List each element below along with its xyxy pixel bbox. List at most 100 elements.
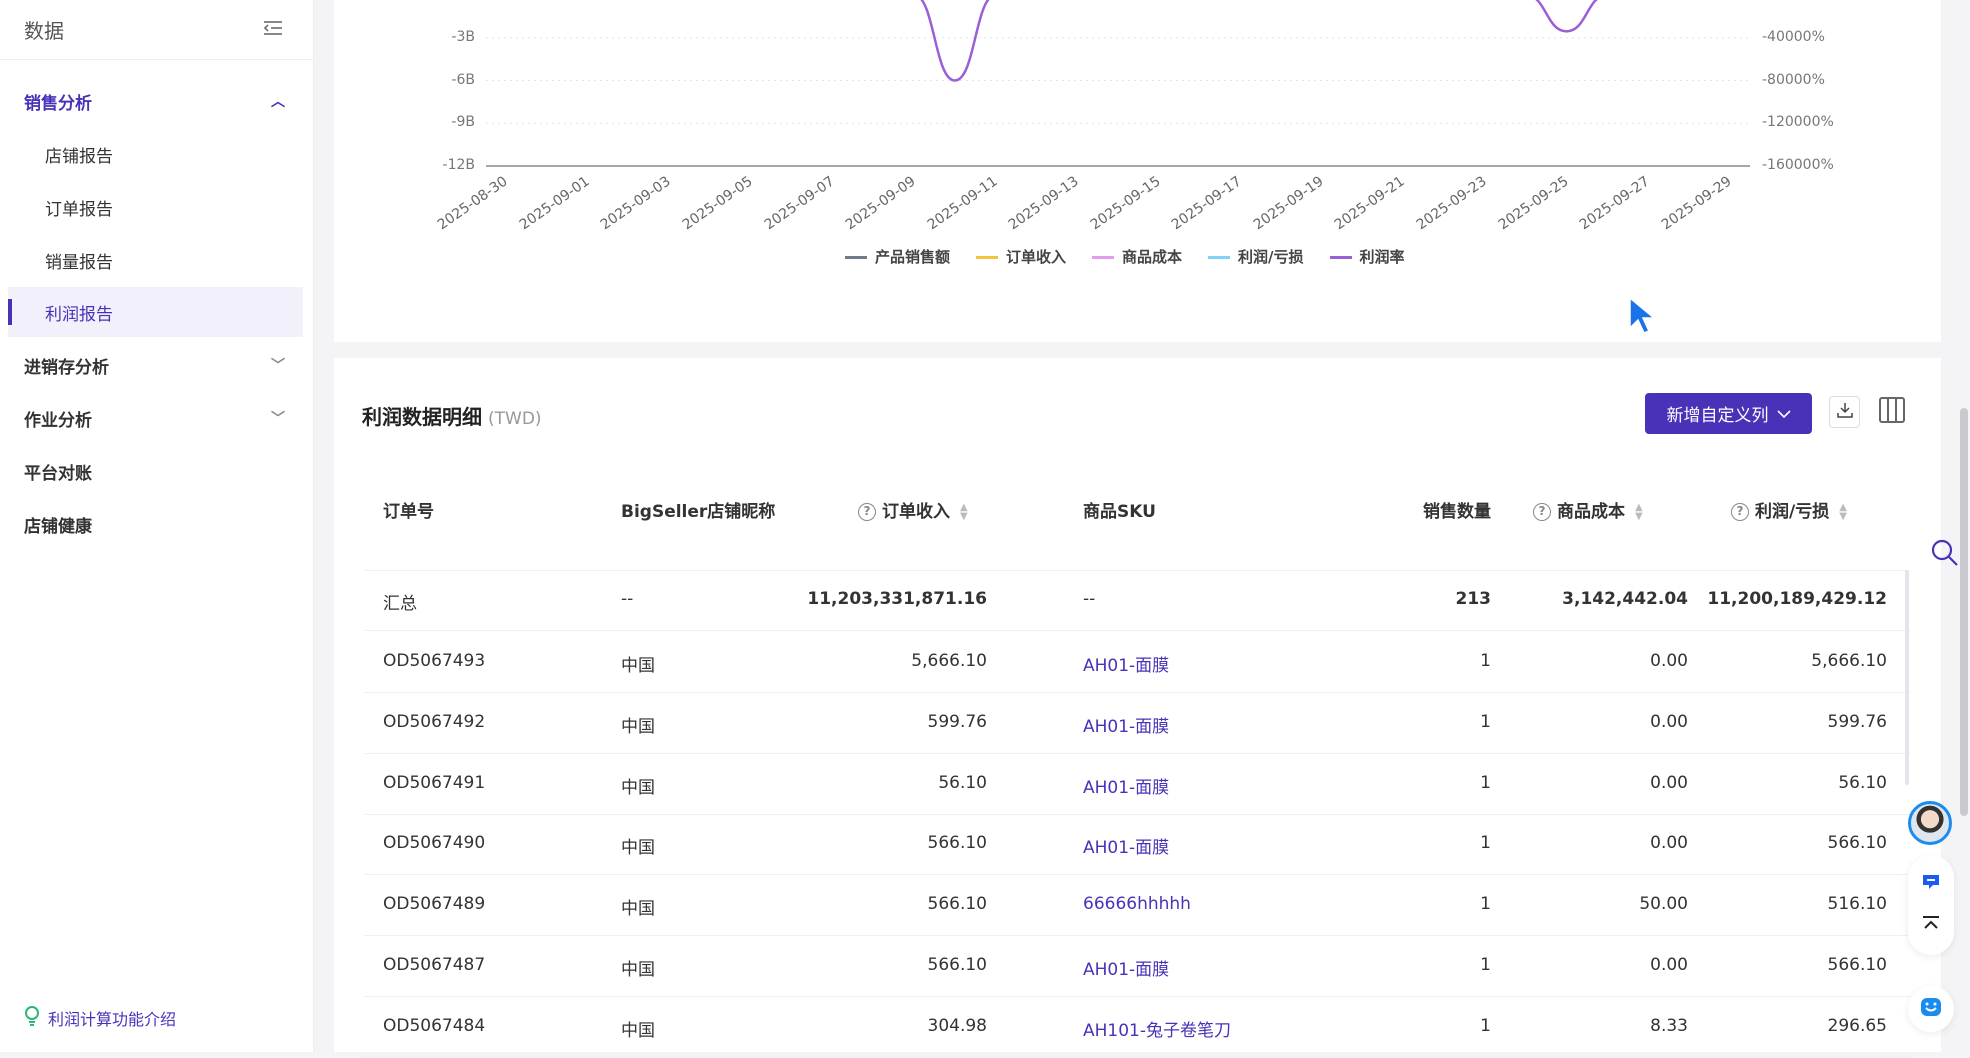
- back-to-top-icon[interactable]: [1921, 915, 1941, 935]
- cell-sku[interactable]: AH101-兔子卷笔刀: [1083, 1020, 1231, 1041]
- feedback-icon[interactable]: [1921, 873, 1941, 895]
- menu-label: 平台对账: [24, 463, 92, 484]
- legend-swatch: [1329, 256, 1352, 259]
- sidebar-item-order-report[interactable]: 订单报告: [8, 182, 303, 232]
- cell-qty: 1: [1480, 1015, 1491, 1036]
- sidebar-item-work-analysis[interactable]: 作业分析 ﹀: [8, 393, 303, 443]
- row-divider: [364, 874, 1910, 876]
- cell-qty: 1: [1480, 772, 1491, 793]
- col-header-cost[interactable]: ? 商品成本 ▲ ▼: [1533, 497, 1643, 522]
- header-label: 利润/亏损: [1755, 502, 1830, 522]
- cell-sku[interactable]: AH01-面膜: [1083, 656, 1170, 676]
- customer-service-avatar[interactable]: [1908, 801, 1952, 845]
- sort-icon[interactable]: ▲ ▼: [1635, 502, 1643, 522]
- ai-assistant-button[interactable]: [1908, 986, 1954, 1032]
- sort-icon[interactable]: ▲ ▼: [960, 502, 968, 522]
- cell-qty: 1: [1480, 955, 1491, 975]
- help-icon[interactable]: ?: [1533, 503, 1551, 521]
- col-header-order-income[interactable]: ? 订单收入 ▲ ▼: [858, 497, 968, 522]
- profit-calc-intro-link[interactable]: 利润计算功能介绍: [24, 1006, 176, 1030]
- cell-sku[interactable]: 66666hhhhh: [1083, 894, 1191, 915]
- cell-sku[interactable]: AH01-面膜: [1083, 838, 1170, 859]
- cell-order: OD5067487: [383, 955, 486, 975]
- column-settings-button[interactable]: [1878, 397, 1906, 426]
- add-custom-column-button[interactable]: 新增自定义列: [1645, 393, 1812, 434]
- cell-order: OD5067489: [383, 894, 486, 915]
- help-icon[interactable]: ?: [858, 503, 876, 521]
- menu-label: 进销存分析: [24, 357, 109, 378]
- menu-label: 作业分析: [24, 410, 92, 431]
- mouse-cursor-icon: [1628, 296, 1657, 340]
- sidebar-item-sales-analysis[interactable]: 销售分析 ︿: [8, 76, 303, 126]
- cell-order: OD5067491: [383, 772, 486, 793]
- cell-cost: 50.00: [1639, 894, 1688, 915]
- legend-item[interactable]: 利润率: [1329, 246, 1405, 267]
- legend-swatch: [845, 256, 867, 259]
- cell-income: 599.76: [927, 711, 987, 732]
- sidebar-item-profit-report[interactable]: 利润报告: [8, 287, 303, 337]
- cell-order: OD5067492: [383, 711, 486, 732]
- sidebar: 数据 销售分析 ︿ 店铺报告 订单报告 销量报告 利润报告 进销存分析 ﹀ 作业分析…: [0, 0, 314, 1052]
- cell-profit: 566.10: [1827, 833, 1887, 854]
- cell-profit: 5,666.10: [1811, 651, 1887, 671]
- summary-qty: 213: [1455, 589, 1492, 609]
- y-left-tick-label: -6B: [451, 71, 475, 88]
- y-left-tick-label: -3B: [451, 28, 475, 45]
- bot-face-icon: [1920, 997, 1942, 1021]
- cell-income: 304.98: [927, 1015, 987, 1036]
- cell-sku[interactable]: AH01-面膜: [1083, 716, 1170, 737]
- legend-item[interactable]: 订单收入: [976, 246, 1066, 267]
- legend-item[interactable]: 商品成本: [1092, 246, 1182, 267]
- table-title: 利润数据明细 (TWD): [362, 401, 542, 430]
- collapse-sidebar-icon[interactable]: [263, 20, 283, 40]
- sidebar-item-volume-report[interactable]: 销量报告: [8, 235, 303, 285]
- lightbulb-icon: [24, 1006, 40, 1030]
- y-left-tick-label: -12B: [442, 157, 475, 173]
- help-icon[interactable]: ?: [1731, 503, 1749, 521]
- legend-item[interactable]: 利润/亏损: [1208, 246, 1304, 267]
- legend-swatch: [1092, 256, 1115, 259]
- col-header-profit[interactable]: ? 利润/亏损 ▲ ▼: [1731, 497, 1847, 522]
- cell-sku[interactable]: AH01-面膜: [1083, 960, 1170, 980]
- y-right-tick-label: -40000%: [1762, 28, 1825, 45]
- y-right-tick-label: -160000%: [1762, 157, 1834, 173]
- sidebar-item-platform-reconcile[interactable]: 平台对账: [8, 446, 303, 496]
- row-divider: [364, 935, 1910, 937]
- cell-profit: 566.10: [1827, 955, 1887, 975]
- header-divider: [364, 570, 1910, 571]
- col-header-order-no: 订单号: [383, 502, 434, 522]
- series-line-4: [920, 0, 1598, 82]
- cell-cost: 0.00: [1650, 833, 1688, 854]
- page-scrollbar-thumb[interactable]: [1960, 408, 1968, 816]
- cell-order: OD5067484: [383, 1015, 486, 1036]
- summary-order: 汇总: [383, 594, 417, 614]
- cell-income: 566.10: [927, 955, 987, 975]
- table-scrollbar[interactable]: [1905, 570, 1909, 785]
- legend-label: 利润率: [1359, 248, 1405, 266]
- row-divider: [364, 630, 1910, 631]
- cell-cost: 0.00: [1650, 651, 1688, 671]
- legend-item[interactable]: 产品销售额: [845, 246, 950, 267]
- header-label: 订单收入: [882, 502, 950, 522]
- sidebar-item-store-report[interactable]: 店铺报告: [8, 129, 303, 179]
- chart-card: [334, 0, 1941, 342]
- sidebar-item-inventory-analysis[interactable]: 进销存分析 ﹀: [8, 340, 303, 390]
- cell-qty: 1: [1480, 833, 1491, 854]
- cell-shop: 中国: [621, 899, 655, 920]
- search-float-button[interactable]: [1930, 538, 1960, 572]
- download-button[interactable]: [1829, 396, 1860, 428]
- cell-sku[interactable]: AH01-面膜: [1083, 777, 1170, 798]
- cell-profit: 599.76: [1827, 711, 1887, 732]
- cell-order: OD5067490: [383, 833, 486, 854]
- cell-shop: 中国: [621, 1020, 655, 1041]
- summary-profit: 11,200,189,429.12: [1707, 589, 1887, 609]
- chevron-down-icon: ﹀: [271, 411, 285, 427]
- cell-qty: 1: [1480, 651, 1491, 671]
- legend-label: 订单收入: [1006, 248, 1067, 266]
- header-label: 商品成本: [1557, 502, 1625, 522]
- cell-shop: 中国: [621, 777, 655, 798]
- sort-icon[interactable]: ▲ ▼: [1839, 502, 1847, 522]
- chart-legend: 产品销售额 订单收入 商品成本 利润/亏损 利润率: [845, 246, 1405, 267]
- menu-label: 销售分析: [24, 93, 92, 114]
- sidebar-item-store-health[interactable]: 店铺健康: [8, 499, 303, 549]
